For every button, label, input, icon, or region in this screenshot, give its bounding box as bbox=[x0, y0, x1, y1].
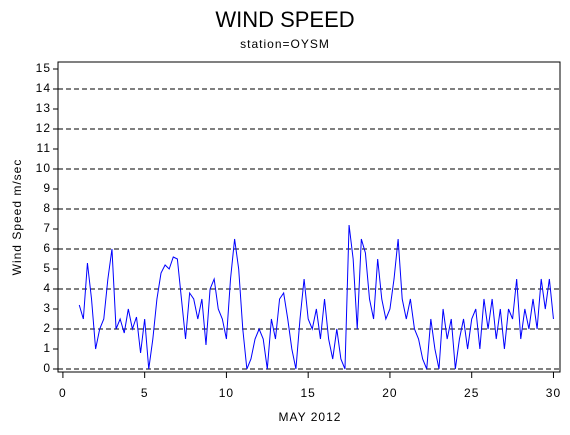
y-axis-label: Wind Speed m/sec bbox=[10, 159, 24, 276]
chart-title: WIND SPEED bbox=[215, 7, 354, 32]
y-tick-label: 9 bbox=[43, 181, 51, 195]
x-tick-label: 10 bbox=[219, 386, 234, 400]
y-tick-label: 8 bbox=[43, 201, 51, 215]
x-tick-label: 0 bbox=[59, 386, 67, 400]
x-axis-label: MAY 2012 bbox=[279, 410, 342, 424]
y-tick-label: 4 bbox=[43, 281, 51, 295]
x-tick-label: 5 bbox=[141, 386, 149, 400]
x-tick-label: 15 bbox=[301, 386, 316, 400]
x-tick-label: 30 bbox=[546, 386, 561, 400]
y-tick-label: 15 bbox=[36, 61, 51, 75]
y-tick-label: 2 bbox=[43, 321, 51, 335]
y-tick-label: 0 bbox=[43, 361, 51, 375]
y-tick-label: 11 bbox=[37, 141, 51, 155]
data-line bbox=[78, 224, 554, 370]
y-tick-label: 6 bbox=[43, 241, 51, 255]
y-tick-label: 7 bbox=[43, 221, 51, 235]
y-tick-label: 13 bbox=[36, 101, 51, 115]
y-tick-label: 3 bbox=[43, 301, 51, 315]
y-tick-label: 1 bbox=[43, 341, 51, 355]
y-tick-label: 10 bbox=[36, 161, 51, 175]
y-tick-label: 14 bbox=[36, 81, 51, 95]
y-tick-label: 12 bbox=[36, 121, 51, 135]
plot-frame bbox=[57, 61, 561, 373]
y-tick-label: 5 bbox=[43, 261, 51, 275]
chart-subtitle: station=OYSM bbox=[240, 37, 330, 51]
x-tick-label: 25 bbox=[464, 386, 479, 400]
x-tick-label: 20 bbox=[382, 386, 397, 400]
